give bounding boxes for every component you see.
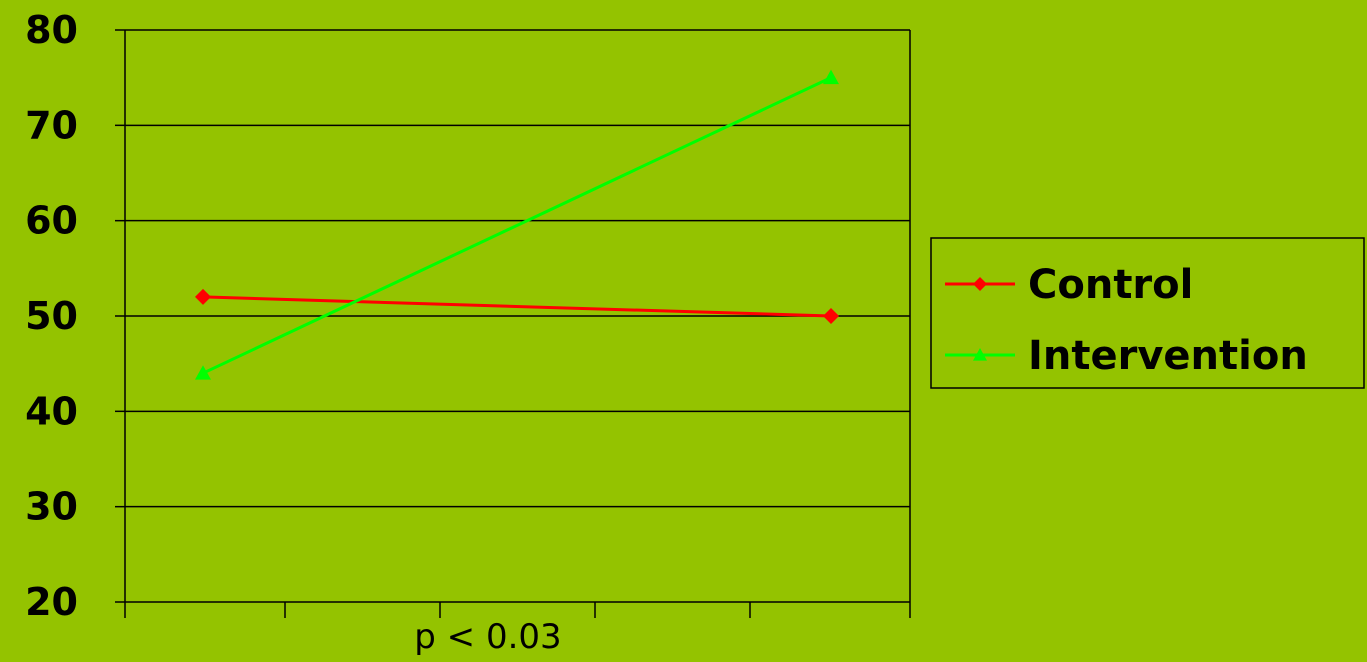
legend-marker-intervention [973, 348, 987, 361]
y-tick-label-80: 80 [25, 8, 78, 52]
grid-layer [125, 29, 910, 603]
data-point-intervention-1 [823, 69, 839, 85]
series-line-intervention [202, 76, 832, 375]
legend-label-intervention: Intervention [1028, 333, 1308, 379]
y-tick-label-30: 30 [25, 485, 78, 529]
data-point-control-1 [823, 308, 839, 324]
legend: Control Intervention [930, 237, 1365, 389]
legend-box [930, 237, 1365, 389]
axis-layer: 20 30 40 50 60 70 80 [25, 8, 911, 624]
data-point-control-0 [195, 288, 211, 305]
p-value-annotation: p < 0.03 [414, 617, 561, 657]
series-line-control [202, 295, 832, 318]
legend-label-control: Control [1028, 262, 1193, 308]
y-tick-label-20: 20 [25, 580, 78, 624]
y-tick-label-50: 50 [25, 294, 78, 338]
y-tick-label-40: 40 [25, 389, 78, 433]
legend-marker-control [973, 277, 987, 291]
series-layer [195, 69, 839, 380]
data-point-intervention-0 [195, 365, 211, 380]
y-tick-label-60: 60 [25, 199, 78, 243]
y-tick-label-70: 70 [25, 103, 78, 147]
